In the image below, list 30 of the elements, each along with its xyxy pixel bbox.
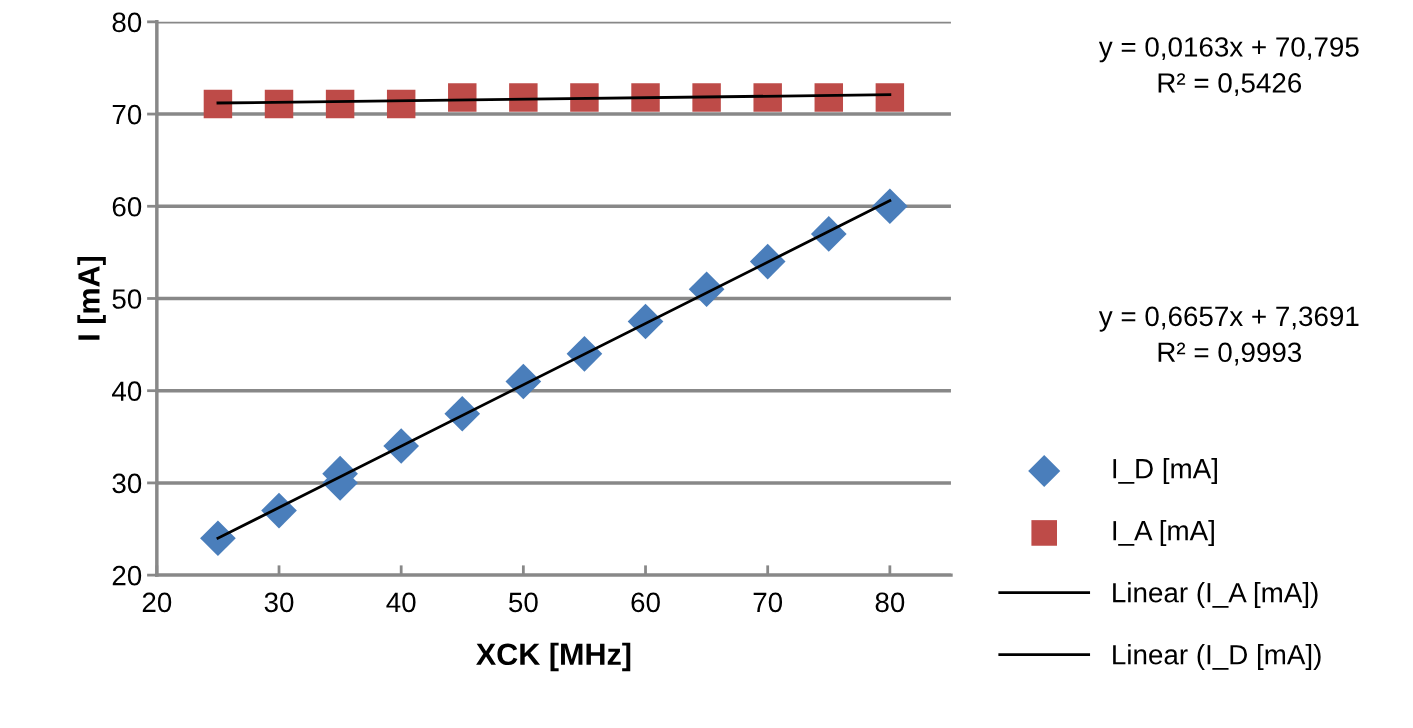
x-tick-label: 60 xyxy=(631,592,660,613)
point xyxy=(753,83,782,112)
point xyxy=(203,89,233,119)
x-tick-label: 40 xyxy=(386,592,416,613)
legend-label: Linear (I_A [mA]) xyxy=(1113,582,1318,608)
x-tick-label: 50 xyxy=(509,592,538,613)
text: y = 0,6657x + 7,3691 R² = 0,9993 xyxy=(1098,306,1359,366)
point xyxy=(692,83,721,112)
legend-label: Linear (I_D [mA]) xyxy=(1113,644,1321,671)
x-tick-label: 30 xyxy=(264,592,294,613)
y-tick-label: 70 xyxy=(112,104,142,125)
x-tick-label: 20 xyxy=(142,592,172,613)
text: y = 0,0163x + 70,795 R² = 0,5426 xyxy=(1098,37,1359,97)
x-axis-title: XCK [MHz] xyxy=(476,642,631,672)
point xyxy=(875,83,905,112)
point xyxy=(509,83,538,112)
y-tick-label: 50 xyxy=(112,289,142,309)
y-tick-label: 80 xyxy=(112,12,142,33)
legend-label: I_A [mA] xyxy=(1113,520,1214,546)
y-tick-label: 30 xyxy=(112,473,142,494)
y-tick-label: 40 xyxy=(112,381,142,402)
y-tick-label: 20 xyxy=(112,565,142,586)
y-axis-title: I [mA] xyxy=(77,256,106,340)
point xyxy=(872,188,908,225)
point xyxy=(200,520,236,557)
x-tick-label: 70 xyxy=(753,592,783,613)
x-tick-label: 80 xyxy=(875,592,905,613)
legend-label: I_D [mA] xyxy=(1113,458,1217,484)
y-tick-label: 60 xyxy=(112,196,142,217)
point xyxy=(448,83,477,112)
